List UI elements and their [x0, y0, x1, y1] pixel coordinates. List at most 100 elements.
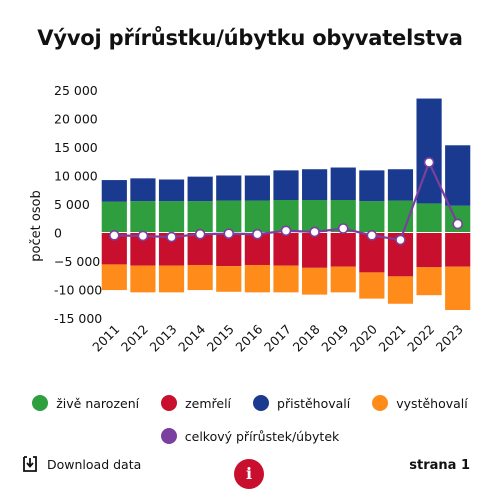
total-point[interactable] — [280, 225, 292, 237]
total-point[interactable] — [452, 218, 463, 230]
births-color-dot — [32, 395, 49, 411]
y-tick-label: 10 000 — [54, 169, 98, 184]
total-line-series — [109, 157, 463, 246]
legend: živě narození zemřelí přistěhovalí vystě… — [0, 395, 500, 411]
legend-item-total[interactable]: celkový přírůstek/úbytek — [160, 428, 340, 444]
bar-births[interactable] — [101, 201, 127, 233]
total-point[interactable] — [395, 234, 406, 246]
bar-immigrants[interactable] — [330, 167, 356, 201]
bar-emigrants[interactable] — [158, 265, 185, 293]
total-point[interactable] — [137, 230, 149, 242]
bar-immigrants[interactable] — [216, 175, 242, 201]
y-tick-label: 5 000 — [54, 197, 90, 212]
x-tick-label: 2015 — [204, 322, 237, 355]
bar-emigrants[interactable] — [387, 276, 414, 304]
legend-label-emigrants: vystěhovalí — [396, 395, 468, 411]
legend-item-births[interactable]: živě narození — [32, 395, 139, 411]
bar-deaths[interactable] — [416, 232, 442, 268]
bar-births[interactable] — [187, 201, 213, 233]
download-icon — [23, 456, 37, 472]
chart-title: Vývoj přírůstku/úbytku obyvatelstva — [37, 26, 463, 50]
x-tick-label: 2013 — [147, 322, 180, 355]
legend-row-2: celkový přírůstek/úbytek — [0, 428, 500, 444]
bar-emigrants[interactable] — [101, 264, 127, 291]
bar-immigrants[interactable] — [244, 175, 270, 201]
x-tick-label: 2020 — [347, 321, 380, 354]
total-point[interactable] — [166, 231, 177, 243]
legend-label-immigrants: přistěhovalí — [277, 395, 351, 411]
emigrants-color-dot — [372, 395, 389, 411]
y-axis-title: počet osob — [29, 190, 44, 262]
chart-canvas: 25 000 20 000 15 000 10 000 5 000 0 −5 000 -10 … — [29, 83, 472, 355]
total-point[interactable] — [223, 228, 235, 239]
y-tick-label: 20 000 — [54, 112, 98, 127]
bar-births[interactable] — [359, 201, 385, 233]
y-axis-tick-labels: 25 000 20 000 15 000 10 000 5 000 0 −5 000 -10 … — [54, 83, 102, 326]
bar-immigrants[interactable] — [101, 180, 127, 202]
total-point[interactable] — [309, 226, 320, 238]
page-indicator: strana 1 — [409, 458, 470, 473]
total-point[interactable] — [366, 230, 378, 241]
x-tick-label: 2011 — [89, 322, 122, 355]
total-point[interactable] — [109, 230, 120, 241]
bar-emigrants[interactable] — [359, 272, 385, 299]
bar-immigrants[interactable] — [359, 170, 385, 202]
legend-item-deaths[interactable]: zemřelí — [161, 395, 231, 411]
bar-immigrants[interactable] — [302, 169, 328, 201]
info-button[interactable]: i — [234, 459, 264, 489]
total-point[interactable] — [252, 228, 263, 240]
bar-deaths[interactable] — [445, 232, 471, 267]
x-axis-tick-labels: 2011201220132014201520162017201820192020… — [89, 321, 465, 354]
bar-emigrants[interactable] — [330, 266, 356, 293]
x-tick-label: 2019 — [318, 321, 351, 354]
x-tick-label: 2012 — [118, 322, 151, 355]
x-tick-label: 2014 — [175, 321, 208, 354]
x-tick-label: 2023 — [433, 322, 466, 355]
bar-births[interactable] — [216, 200, 242, 233]
bar-immigrants[interactable] — [445, 145, 471, 206]
bar-emigrants[interactable] — [302, 267, 328, 295]
x-tick-label: 2016 — [232, 321, 265, 354]
chart-bars — [101, 98, 471, 311]
y-tick-label: −5 000 — [54, 254, 100, 269]
bar-emigrants[interactable] — [445, 266, 471, 311]
bar-emigrants[interactable] — [130, 265, 156, 293]
y-tick-label: -15 000 — [54, 311, 102, 326]
x-tick-label: 2017 — [261, 322, 294, 355]
bar-emigrants[interactable] — [273, 265, 299, 293]
legend-label-total: celkový přírůstek/úbytek — [184, 428, 340, 444]
bar-emigrants[interactable] — [416, 267, 442, 296]
download-data-button[interactable]: Download data — [22, 456, 141, 472]
total-point[interactable] — [194, 228, 206, 240]
legend-item-immigrants[interactable]: přistěhovalí — [253, 395, 350, 411]
bar-immigrants[interactable] — [387, 169, 414, 201]
bar-births[interactable] — [130, 201, 156, 233]
bar-deaths[interactable] — [330, 232, 356, 267]
y-tick-label: 0 — [54, 226, 62, 241]
x-tick-label: 2021 — [375, 322, 408, 355]
bar-deaths[interactable] — [273, 232, 299, 266]
total-color-dot — [160, 428, 177, 444]
bar-immigrants[interactable] — [273, 170, 299, 201]
immigrants-color-dot — [253, 395, 270, 411]
bar-deaths[interactable] — [302, 232, 328, 268]
legend-label-deaths: zemřelí — [185, 395, 232, 411]
bar-immigrants[interactable] — [158, 179, 185, 202]
legend-item-emigrants[interactable]: vystěhovalí — [372, 395, 468, 411]
y-tick-label: 15 000 — [54, 140, 98, 155]
bar-emigrants[interactable] — [216, 266, 242, 292]
x-tick-label: 2018 — [290, 321, 323, 354]
bar-births[interactable] — [416, 203, 442, 233]
bar-immigrants[interactable] — [187, 176, 213, 202]
total-point[interactable] — [423, 157, 435, 168]
total-point[interactable] — [337, 223, 349, 234]
bar-emigrants[interactable] — [244, 264, 270, 293]
y-tick-label: -10 000 — [54, 283, 102, 298]
bar-births[interactable] — [244, 200, 270, 233]
bar-emigrants[interactable] — [187, 264, 213, 291]
bar-births[interactable] — [158, 201, 185, 233]
legend-label-births: živě narození — [56, 395, 140, 411]
bar-immigrants[interactable] — [130, 178, 156, 202]
deaths-color-dot — [161, 395, 178, 411]
y-tick-label: 25 000 — [54, 83, 98, 98]
